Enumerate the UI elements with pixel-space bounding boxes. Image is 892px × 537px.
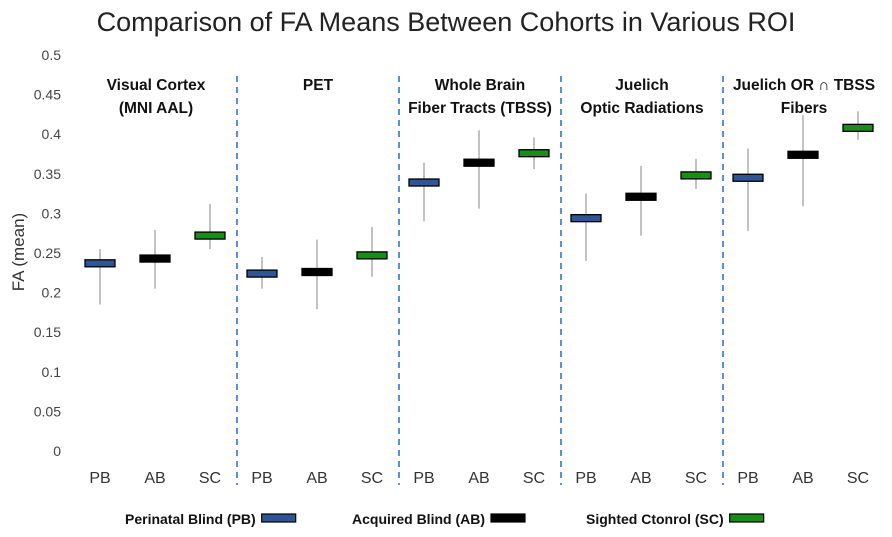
panel: PET PB AB SC: [246, 77, 388, 487]
y-tick-label: 0.25: [34, 245, 61, 261]
legend-item: Sighted Ctonrol (SC): [586, 511, 765, 527]
legend-swatch: [261, 513, 297, 523]
legend-item: Acquired Blind (AB): [352, 511, 526, 527]
legend-label: Perinatal Blind (PB): [125, 511, 256, 527]
mean-marker: [518, 149, 550, 158]
x-tick-label: PB: [737, 470, 758, 487]
y-tick-label: 0.35: [34, 166, 61, 182]
y-tick-label: 0.45: [34, 87, 61, 103]
panel-dividers: [236, 76, 724, 485]
x-tick-label: PB: [575, 470, 596, 487]
x-tick-label: PB: [413, 470, 434, 487]
legend-label: Acquired Blind (AB): [352, 511, 485, 527]
mean-marker: [680, 171, 712, 180]
legend-item: Perinatal Blind (PB): [125, 511, 297, 527]
panel-label: Visual Cortex: [107, 77, 206, 94]
x-tick-label: AB: [306, 470, 327, 487]
x-tick-label: SC: [199, 470, 221, 487]
y-axis-label: FA (mean): [9, 213, 28, 291]
panel-label: Fiber Tracts (TBSS): [408, 100, 552, 117]
mean-marker: [463, 158, 495, 167]
y-tick-label: 0.4: [42, 126, 62, 142]
mean-marker: [194, 231, 226, 240]
y-tick-label: 0.05: [34, 403, 61, 419]
mean-marker: [787, 150, 819, 159]
legend-label: Sighted Ctonrol (SC): [586, 511, 724, 527]
panel: Juelich Optic Radiations PB AB SC: [570, 77, 712, 487]
y-axis-ticks: 0 0.05 0.1 0.15 0.2 0.25 0.3 0.35 0.4 0.45 0.5: [34, 47, 61, 459]
x-tick-label: PB: [251, 470, 272, 487]
mean-marker: [356, 251, 388, 260]
mean-marker: [301, 267, 333, 277]
y-tick-label: 0: [53, 443, 61, 459]
panel: Whole Brain Fiber Tracts (TBSS) PB AB SC: [408, 77, 552, 487]
panel-label: Whole Brain: [435, 77, 525, 94]
mean-marker: [732, 173, 764, 182]
panel: Juelich OR ∩ TBSS Fibers PB AB SC: [732, 77, 875, 487]
mean-marker: [246, 269, 278, 278]
y-tick-label: 0.2: [42, 285, 62, 301]
panel-label: Juelich: [615, 77, 668, 94]
x-tick-label: AB: [630, 470, 651, 487]
y-tick-label: 0.3: [42, 205, 62, 221]
mean-marker: [84, 259, 116, 268]
mean-marker: [408, 178, 440, 187]
y-tick-label: 0.1: [42, 364, 62, 380]
panel: Visual Cortex (MNI AAL) PB AB SC: [84, 77, 226, 487]
x-tick-label: AB: [144, 470, 165, 487]
panel-label: PET: [303, 77, 334, 94]
y-tick-label: 0.15: [34, 324, 61, 340]
mean-marker: [842, 123, 874, 133]
y-tick-label: 0.5: [42, 47, 62, 63]
x-tick-label: SC: [847, 470, 869, 487]
x-tick-label: AB: [468, 470, 489, 487]
mean-marker: [570, 214, 602, 223]
x-tick-label: PB: [89, 470, 110, 487]
mean-marker: [139, 254, 171, 263]
legend-swatch: [490, 513, 526, 523]
x-tick-label: SC: [685, 470, 707, 487]
panel-label: Juelich OR ∩ TBSS: [733, 77, 875, 94]
x-tick-label: AB: [792, 470, 813, 487]
x-tick-label: SC: [361, 470, 383, 487]
panel-label: Fibers: [781, 100, 828, 117]
chart-title: Comparison of FA Means Between Cohorts i…: [97, 7, 796, 37]
legend-swatch: [729, 513, 765, 523]
panel-label: Optic Radiations: [580, 100, 703, 117]
panel-label: (MNI AAL): [119, 100, 193, 117]
x-tick-label: SC: [523, 470, 545, 487]
mean-marker: [625, 192, 657, 201]
legend: Perinatal Blind (PB) Acquired Blind (AB) S…: [125, 511, 765, 527]
